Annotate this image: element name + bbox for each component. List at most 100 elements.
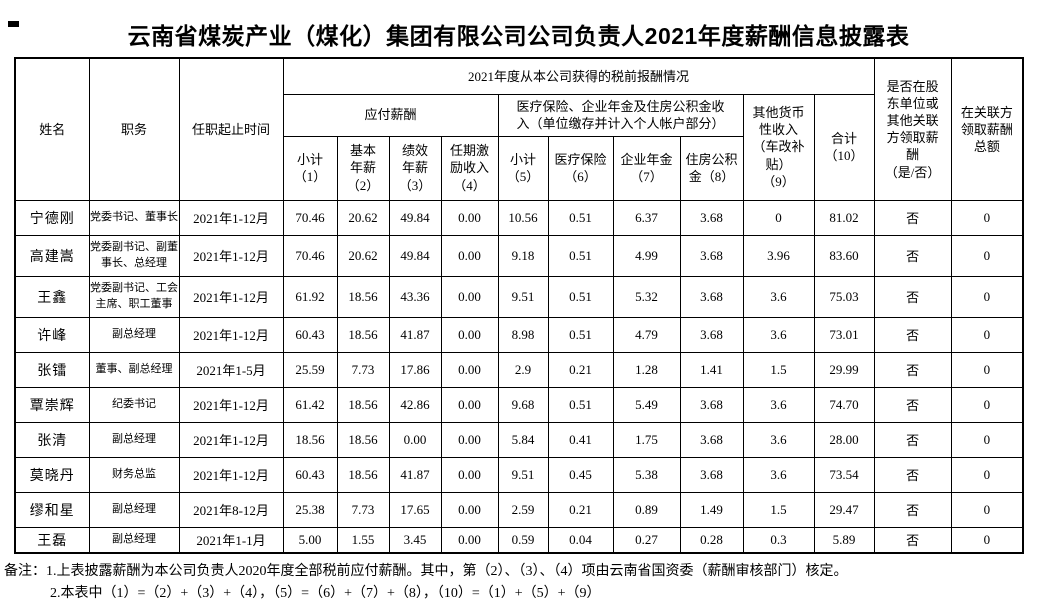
cell-related-total: 0 xyxy=(950,316,1024,353)
cell-position: 董事、副总经理 xyxy=(88,351,180,388)
cell-subtotal-5: 9.51 xyxy=(497,456,549,493)
cell-housing-fund: 3.68 xyxy=(679,386,744,423)
cell-name: 覃崇辉 xyxy=(14,386,90,423)
cell-total: 5.89 xyxy=(813,526,875,554)
table-row: 王磊 副总经理 2021年1-1月 5.00 1.55 3.45 0.00 0.… xyxy=(14,526,1024,554)
cell-base-salary: 20.62 xyxy=(336,234,390,277)
cell-shareholder-pay: 否 xyxy=(873,316,952,353)
cell-total: 29.47 xyxy=(813,491,875,528)
cell-tenure-incentive: 0.00 xyxy=(440,234,499,277)
cell-other-income: 3.6 xyxy=(742,421,815,458)
cell-related-total: 0 xyxy=(950,456,1024,493)
header-insurance-group: 医疗保险、企业年金及住房公积金收 入（单位缴存并计入个人帐户部分） xyxy=(497,93,744,137)
cell-enterprise-annuity: 5.49 xyxy=(612,386,681,423)
cell-related-total: 0 xyxy=(950,421,1024,458)
cell-other-income: 1.5 xyxy=(742,351,815,388)
cell-tenure: 2021年1-12月 xyxy=(178,234,284,277)
cell-subtotal-5: 8.98 xyxy=(497,316,549,353)
table-header: 姓名 职务 任职起止时间 2021年度从本公司获得的税前报酬情况 是否在股 东单… xyxy=(14,57,1024,201)
cell-position: 党委书记、董事长 xyxy=(88,199,180,236)
cell-performance-salary: 0.00 xyxy=(388,421,442,458)
cell-tenure-incentive: 0.00 xyxy=(440,351,499,388)
header-enterprise-annuity: 企业年金 （7） xyxy=(612,135,681,201)
cell-position: 党委副书记、副董事长、总经理 xyxy=(88,234,180,277)
cell-housing-fund: 3.68 xyxy=(679,421,744,458)
note-1: 备注：1.上表披露薪酬为本公司负责人2020年度全部税前应付薪酬。其中，第（2）… xyxy=(4,564,848,579)
cell-base-salary: 7.73 xyxy=(336,491,390,528)
cell-name: 王鑫 xyxy=(14,275,90,318)
page-title: 云南省煤炭产业（煤化）集团有限公司公司负责人2021年度薪酬信息披露表 xyxy=(127,23,910,49)
table-row: 覃崇辉 纪委书记 2021年1-12月 61.42 18.56 42.86 0.… xyxy=(14,386,1024,423)
cell-subtotal-5: 5.84 xyxy=(497,421,549,458)
cell-other-income: 0.3 xyxy=(742,526,815,554)
cell-subtotal-5: 0.59 xyxy=(497,526,549,554)
cell-tenure-incentive: 0.00 xyxy=(440,421,499,458)
header-tenure: 任职起止时间 xyxy=(178,57,284,201)
cell-position: 纪委书记 xyxy=(88,386,180,423)
table-row: 张清 副总经理 2021年1-12月 18.56 18.56 0.00 0.00… xyxy=(14,421,1024,458)
cell-position: 副总经理 xyxy=(88,421,180,458)
header-row-2: 应付薪酬 医疗保险、企业年金及住房公积金收 入（单位缴存并计入个人帐户部分） 其… xyxy=(15,93,1023,201)
salary-table: 姓名 职务 任职起止时间 2021年度从本公司获得的税前报酬情况 是否在股 东单… xyxy=(14,57,1025,554)
cell-name: 王磊 xyxy=(14,526,90,554)
cell-tenure-incentive: 0.00 xyxy=(440,491,499,528)
cell-performance-salary: 42.86 xyxy=(388,386,442,423)
cell-name: 宁德刚 xyxy=(14,199,90,236)
cell-total: 28.00 xyxy=(813,421,875,458)
cell-base-salary: 20.62 xyxy=(336,199,390,236)
cell-base-salary: 18.56 xyxy=(336,456,390,493)
cell-name: 张镭 xyxy=(14,351,90,388)
cell-other-income: 3.6 xyxy=(742,386,815,423)
cell-performance-salary: 49.84 xyxy=(388,199,442,236)
cell-subtotal-1: 70.46 xyxy=(282,199,338,236)
cell-tenure-incentive: 0.00 xyxy=(440,386,499,423)
cell-enterprise-annuity: 1.28 xyxy=(612,351,681,388)
cell-medical-insurance: 0.45 xyxy=(547,456,614,493)
cell-enterprise-annuity: 1.75 xyxy=(612,421,681,458)
cell-shareholder-pay: 否 xyxy=(873,351,952,388)
cell-subtotal-1: 60.43 xyxy=(282,456,338,493)
cell-name: 缪和星 xyxy=(14,491,90,528)
table-row: 高建嵩 党委副书记、副董事长、总经理 2021年1-12月 70.46 20.6… xyxy=(14,234,1024,277)
cell-subtotal-5: 9.18 xyxy=(497,234,549,277)
cell-medical-insurance: 0.51 xyxy=(547,234,614,277)
cell-related-total: 0 xyxy=(950,526,1024,554)
cell-subtotal-1: 25.38 xyxy=(282,491,338,528)
cell-subtotal-5: 2.9 xyxy=(497,351,549,388)
header-pretax-group: 2021年度从本公司获得的税前报酬情况 xyxy=(282,57,875,95)
cell-performance-salary: 49.84 xyxy=(388,234,442,277)
header-total: 合计 （10） xyxy=(813,93,875,201)
cell-base-salary: 18.56 xyxy=(336,421,390,458)
table-body: 宁德刚 党委书记、董事长 2021年1-12月 70.46 20.62 49.8… xyxy=(14,199,1024,554)
cell-other-income: 3.96 xyxy=(742,234,815,277)
cell-performance-salary: 41.87 xyxy=(388,456,442,493)
cell-housing-fund: 3.68 xyxy=(679,234,744,277)
cell-performance-salary: 41.87 xyxy=(388,316,442,353)
cell-shareholder-pay: 否 xyxy=(873,275,952,318)
header-base-salary: 基本 年薪 （2） xyxy=(336,135,390,201)
cell-other-income: 3.6 xyxy=(742,275,815,318)
header-subtotal-1: 小计 （1） xyxy=(282,135,338,201)
header-shareholder-pay: 是否在股 东单位或 其他关联 方领取薪 酬 （是/否） xyxy=(873,57,952,201)
cell-subtotal-1: 61.42 xyxy=(282,386,338,423)
cell-tenure: 2021年1-12月 xyxy=(178,421,284,458)
table-row: 许峰 副总经理 2021年1-12月 60.43 18.56 41.87 0.0… xyxy=(14,316,1024,353)
cell-subtotal-5: 2.59 xyxy=(497,491,549,528)
cell-housing-fund: 0.28 xyxy=(679,526,744,554)
cell-medical-insurance: 0.51 xyxy=(547,386,614,423)
cell-shareholder-pay: 否 xyxy=(873,491,952,528)
cell-tenure: 2021年1-12月 xyxy=(178,199,284,236)
cell-tenure-incentive: 0.00 xyxy=(440,199,499,236)
cell-subtotal-1: 25.59 xyxy=(282,351,338,388)
cell-related-total: 0 xyxy=(950,386,1024,423)
cell-related-total: 0 xyxy=(950,275,1024,318)
cell-medical-insurance: 0.04 xyxy=(547,526,614,554)
cell-related-total: 0 xyxy=(950,199,1024,236)
header-medical-insurance: 医疗保险 （6） xyxy=(547,135,614,201)
cell-tenure-incentive: 0.00 xyxy=(440,526,499,554)
table-row: 缪和星 副总经理 2021年8-12月 25.38 7.73 17.65 0.0… xyxy=(14,491,1024,528)
cell-performance-salary: 43.36 xyxy=(388,275,442,318)
cell-total: 74.70 xyxy=(813,386,875,423)
cell-enterprise-annuity: 0.27 xyxy=(612,526,681,554)
cell-base-salary: 18.56 xyxy=(336,275,390,318)
